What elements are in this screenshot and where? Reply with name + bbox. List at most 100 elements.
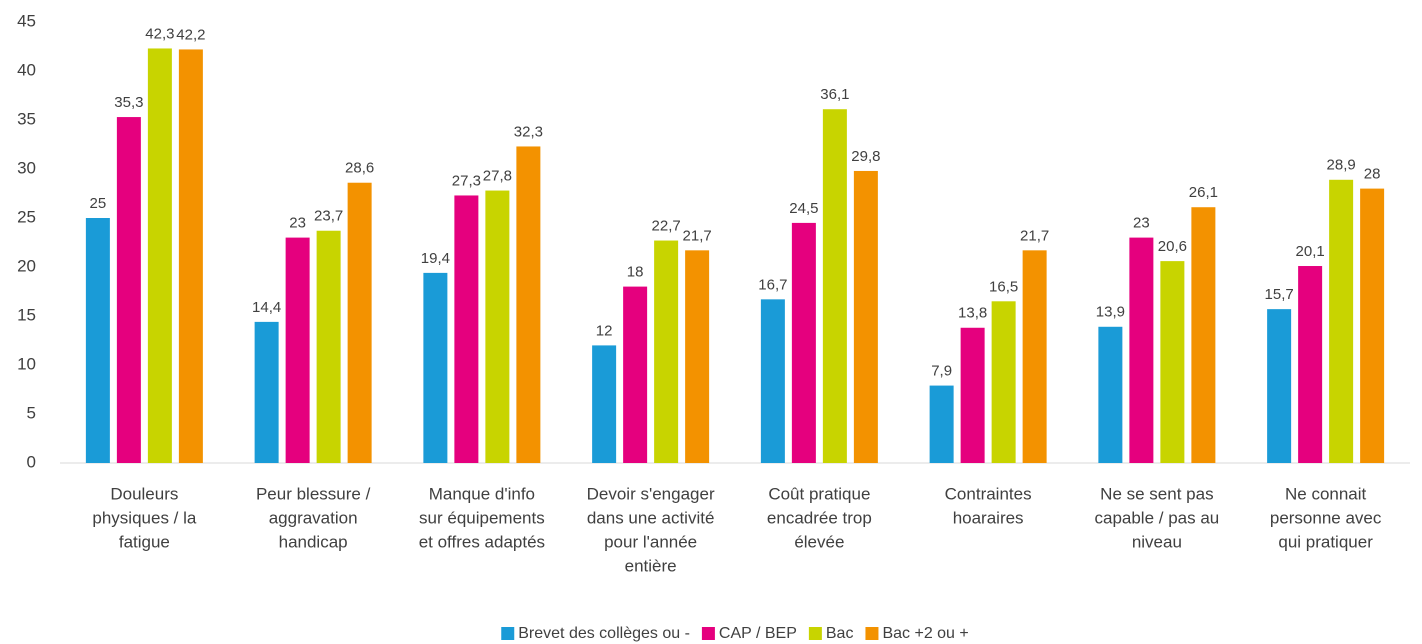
- bar: [178, 49, 203, 463]
- x-tick-label: Manque d'info: [429, 484, 535, 503]
- data-label: 26,1: [1189, 184, 1218, 201]
- legend-swatch: [501, 627, 515, 640]
- y-tick-label: 40: [17, 60, 36, 79]
- data-label: 23: [1133, 215, 1150, 232]
- data-label: 32,3: [514, 123, 543, 140]
- data-label: 12: [596, 322, 613, 339]
- x-tick-label: capable / pas au: [1094, 508, 1219, 527]
- y-tick-label: 15: [17, 305, 36, 324]
- data-label: 23: [289, 215, 306, 232]
- legend-label: CAP / BEP: [719, 625, 797, 642]
- y-tick-label: 30: [17, 158, 36, 177]
- x-tick-label: et offres adaptés: [419, 532, 545, 551]
- x-tick-label: sur équipements: [419, 508, 545, 527]
- bar: [1191, 207, 1216, 463]
- x-tick-label: dans une activité: [587, 508, 715, 527]
- bar: [1329, 179, 1354, 463]
- bar: [1298, 266, 1323, 463]
- bar: [791, 222, 816, 463]
- bar: [1022, 250, 1047, 463]
- y-tick-label: 35: [17, 109, 36, 128]
- data-label: 13,8: [958, 305, 987, 322]
- x-tick-label: personne avec: [1270, 508, 1382, 527]
- bar: [1360, 188, 1385, 463]
- data-label: 42,2: [176, 26, 205, 43]
- bar: [254, 321, 279, 463]
- x-tick-label: hoaraires: [953, 508, 1024, 527]
- x-tick-label: Devoir s'engager: [587, 484, 715, 503]
- data-label: 35,3: [114, 94, 143, 111]
- y-tick-label: 20: [17, 256, 36, 275]
- bar: [347, 182, 372, 463]
- bar: [991, 301, 1016, 463]
- legend-label: Bac +2 ou +: [882, 625, 968, 642]
- data-label: 14,4: [252, 299, 281, 316]
- data-label: 16,7: [758, 276, 787, 293]
- data-label: 16,5: [989, 278, 1018, 295]
- data-label: 20,1: [1296, 243, 1325, 260]
- x-tick-label: entière: [625, 556, 677, 575]
- x-tick-label: Contraintes: [945, 484, 1032, 503]
- data-label: 25: [90, 195, 107, 212]
- bar: [316, 230, 341, 463]
- x-tick-label: encadrée trop: [767, 508, 872, 527]
- data-label: 7,9: [931, 363, 952, 380]
- bar: [685, 250, 710, 463]
- data-label: 28,6: [345, 160, 374, 177]
- legend-swatch: [701, 627, 715, 640]
- bar: [116, 117, 141, 463]
- data-label: 20,6: [1158, 238, 1187, 255]
- data-label: 28,9: [1327, 157, 1356, 174]
- x-tick-label: Ne connait: [1285, 484, 1367, 503]
- x-tick-label: Douleurs: [110, 484, 178, 503]
- x-tick-label: niveau: [1132, 532, 1182, 551]
- x-tick-label: qui pratiquer: [1278, 532, 1373, 551]
- y-tick-label: 0: [27, 452, 36, 471]
- x-tick-label: aggravation: [269, 508, 358, 527]
- data-label: 13,9: [1096, 304, 1125, 321]
- bar: [1160, 261, 1185, 463]
- x-tick-label: physiques / la: [92, 508, 196, 527]
- y-tick-label: 25: [17, 207, 36, 226]
- bar: [147, 48, 172, 464]
- bar: [853, 170, 878, 463]
- data-label: 27,3: [452, 172, 481, 189]
- x-tick-label: pour l'année: [604, 532, 697, 551]
- legend-swatch: [808, 627, 822, 640]
- bar: [929, 385, 954, 463]
- data-label: 24,5: [789, 200, 818, 217]
- bar: [654, 240, 679, 463]
- y-tick-label: 45: [17, 11, 36, 30]
- bar: [592, 345, 617, 463]
- data-label: 21,7: [683, 227, 712, 244]
- y-tick-label: 5: [27, 403, 36, 422]
- data-label: 18: [627, 264, 644, 281]
- legend: Brevet des collèges ou - CAP / BEP Bac Bac …: [501, 625, 969, 642]
- bar: [960, 327, 985, 463]
- y-tick-label: 10: [17, 354, 36, 373]
- x-tick-label: handicap: [279, 532, 348, 551]
- data-label: 42,3: [145, 25, 174, 42]
- data-label: 29,8: [851, 148, 880, 165]
- bar: [285, 237, 310, 463]
- data-label: 22,7: [652, 218, 681, 235]
- x-tick-label: élevée: [794, 532, 844, 551]
- bar: [454, 195, 479, 463]
- x-tick-label: Peur blessure /: [256, 484, 371, 503]
- bar: [1098, 326, 1123, 463]
- bar: [623, 286, 648, 463]
- legend-label: Bac: [826, 625, 854, 642]
- data-label: 36,1: [820, 86, 849, 103]
- data-label: 19,4: [421, 250, 450, 267]
- bar: [822, 109, 847, 463]
- x-tick-label: Ne se sent pas: [1100, 484, 1213, 503]
- data-label: 15,7: [1265, 286, 1294, 303]
- x-tick-label: fatigue: [119, 532, 170, 551]
- bar: [423, 272, 448, 463]
- legend-label: Brevet des collèges ou -: [518, 625, 690, 642]
- data-label: 23,7: [314, 208, 343, 225]
- bar: [1129, 237, 1154, 463]
- data-label: 21,7: [1020, 227, 1049, 244]
- legend-swatch: [865, 627, 879, 640]
